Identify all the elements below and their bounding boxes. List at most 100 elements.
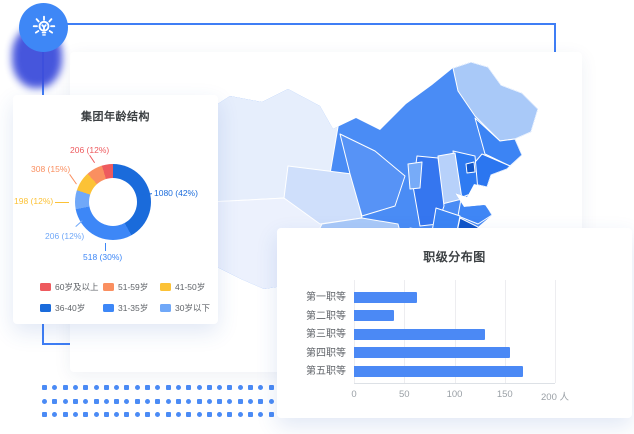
legend-label: 60岁及以上 <box>55 282 99 292</box>
decorative-dot <box>155 412 161 417</box>
grade-distribution-card: 职级分布图 0 50 100 150 200 人 第一职等 第二职等 第三职等 第… <box>277 228 632 418</box>
age-donut-chart[interactable] <box>75 164 151 240</box>
legend-label: 51-59岁 <box>118 282 149 292</box>
decorative-dot <box>268 412 274 417</box>
decorative-dot <box>62 385 68 390</box>
decorative-dot <box>196 385 202 390</box>
legend-item[interactable]: 36-40岁 <box>40 302 99 314</box>
decorative-dot <box>227 385 233 390</box>
decorative-dot <box>268 398 274 404</box>
decorative-dot <box>165 398 171 404</box>
dot-grid-decoration <box>42 385 278 421</box>
decorative-dot <box>186 385 192 390</box>
legend-label: 41-50岁 <box>175 282 206 292</box>
decorative-dot <box>114 412 120 417</box>
decorative-dot <box>52 412 58 417</box>
legend-item[interactable]: 51-59岁 <box>103 281 156 293</box>
bar-category-label: 第三职等 <box>306 329 346 341</box>
decorative-dot <box>52 398 58 404</box>
age-structure-card: 集团年龄结构 206 (12%) 308 (15%) 198 (12%) 206… <box>13 95 218 324</box>
decorative-dot <box>237 398 243 404</box>
bar-plot-area: 0 50 100 150 200 人 第一职等 第二职等 第三职等 第四职等 第五… <box>306 280 569 403</box>
decorative-dot <box>134 398 140 404</box>
decorative-dot <box>145 398 150 404</box>
decorative-dot <box>42 398 47 404</box>
decorative-dot <box>145 385 150 390</box>
x-tick-label: 150 <box>496 389 513 400</box>
legend-label: 36-40岁 <box>55 303 86 313</box>
decorative-dot <box>42 412 47 417</box>
decorative-dot <box>93 412 99 417</box>
decorative-dot <box>268 385 274 390</box>
decorative-dot <box>206 385 212 390</box>
decorative-dot <box>134 385 140 390</box>
decorative-dot <box>93 398 99 404</box>
donut-callout: 206 (12%) <box>70 145 110 155</box>
bar[interactable] <box>354 365 523 377</box>
decorative-dot <box>186 398 192 404</box>
decorative-dot <box>237 412 243 417</box>
decorative-dot <box>134 412 140 417</box>
bar[interactable] <box>354 347 510 359</box>
decorative-dot <box>103 398 109 404</box>
donut-callout: 206 (12%) <box>45 231 85 241</box>
decorative-dot <box>155 385 161 390</box>
decorative-dot <box>248 398 253 404</box>
decorative-dot <box>217 385 223 390</box>
legend-item[interactable]: 41-50岁 <box>160 281 210 293</box>
legend-swatch <box>103 304 114 312</box>
decorative-dot <box>83 412 89 417</box>
bar[interactable] <box>354 328 485 340</box>
decorative-dot <box>42 385 47 390</box>
x-tick-label: 100 <box>446 389 463 400</box>
decorative-dot <box>196 398 202 404</box>
legend-item[interactable]: 30岁以下 <box>160 302 210 314</box>
decorative-dot <box>114 398 120 404</box>
lightbulb-icon[interactable] <box>19 3 68 52</box>
bar-category-label: 第二职等 <box>306 310 346 322</box>
x-tick-label: 0 <box>351 389 357 400</box>
decorative-dot <box>114 385 120 390</box>
decorative-dot <box>124 398 130 404</box>
x-tick-label: 200 人 <box>541 392 569 403</box>
donut-callout: 1080 (42%) <box>154 188 198 198</box>
decorative-dot <box>237 385 243 390</box>
legend-swatch <box>103 283 114 291</box>
decorative-dot <box>93 385 99 390</box>
decorative-dot <box>103 412 109 417</box>
decorative-dot <box>83 398 89 404</box>
decorative-dot <box>196 412 202 417</box>
decorative-dot <box>72 385 78 390</box>
decorative-dot <box>206 398 212 404</box>
donut-hole <box>89 178 137 226</box>
bar-category-label: 第一职等 <box>306 292 346 303</box>
age-donut-area: 206 (12%) 308 (15%) 198 (12%) 206 (12%) … <box>13 125 218 280</box>
connector-line-top <box>66 23 556 25</box>
bar[interactable] <box>354 291 418 303</box>
connector-line-right <box>554 23 556 53</box>
bar-category-label: 第五职等 <box>306 366 346 378</box>
decorative-dot <box>186 412 192 417</box>
decorative-dot <box>258 385 264 390</box>
legend-swatch <box>160 283 171 291</box>
legend-item[interactable]: 31-35岁 <box>103 302 156 314</box>
donut-callout: 518 (30%) <box>83 243 123 262</box>
decorative-dot <box>248 412 253 417</box>
legend-label: 31-35岁 <box>118 303 149 313</box>
bar[interactable] <box>354 310 395 322</box>
connector-line-bottom-left-h <box>42 343 92 345</box>
legend-swatch <box>40 304 51 312</box>
grade-chart-title: 职级分布图 <box>423 250 486 264</box>
decorative-dot <box>72 398 78 404</box>
age-chart-legend: 60岁及以上 51-59岁 41-50岁 36-40岁 31-35岁 30岁以下 <box>40 281 210 314</box>
decorative-dot <box>227 412 233 417</box>
decorative-dot <box>258 412 264 417</box>
legend-item[interactable]: 60岁及以上 <box>40 281 99 293</box>
legend-label: 30岁以下 <box>175 303 210 313</box>
decorative-dot <box>155 398 161 404</box>
decorative-dot <box>62 398 68 404</box>
decorative-dot <box>103 385 109 390</box>
decorative-dot <box>258 398 264 404</box>
legend-swatch <box>160 304 171 312</box>
